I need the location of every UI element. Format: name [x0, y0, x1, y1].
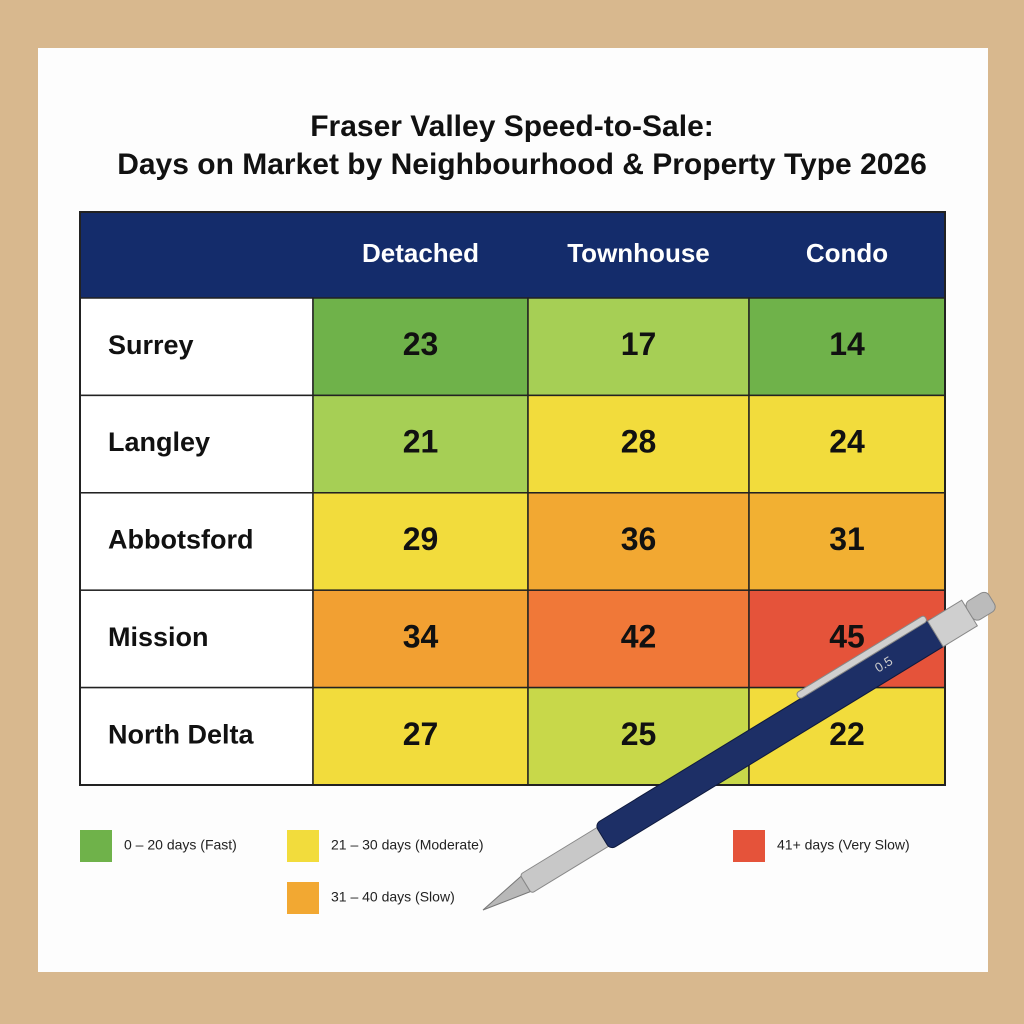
cell-value: 22 — [829, 716, 865, 752]
cell-value: 29 — [403, 521, 439, 557]
cell-value: 14 — [829, 326, 865, 362]
legend-swatch — [733, 830, 765, 862]
column-header: Detached — [362, 238, 479, 268]
cell-value: 27 — [403, 716, 439, 752]
cell-value: 25 — [621, 716, 657, 752]
cell — [312, 492, 529, 591]
cell-value: 24 — [829, 424, 865, 460]
legend-label: 41+ days (Very Slow) — [777, 837, 910, 853]
legend-swatch — [80, 830, 112, 862]
legend-label: 0 – 20 days (Fast) — [124, 837, 237, 853]
cell-value: 31 — [829, 521, 865, 557]
cell-value: 17 — [621, 326, 657, 362]
header-row — [80, 212, 945, 298]
row-label-cell — [79, 394, 314, 494]
table: Detached Townhouse Condo Surrey 23 17 14 Langle… — [79, 211, 946, 786]
cell — [312, 686, 529, 786]
row-label: Surrey — [108, 330, 194, 360]
legend-label: 31 – 40 days (Slow) — [331, 889, 455, 905]
cell — [527, 589, 750, 689]
column-header: Condo — [806, 238, 888, 268]
cell — [748, 297, 946, 397]
cell-value: 21 — [403, 424, 439, 460]
row-label: North Delta — [108, 719, 254, 749]
cell — [748, 394, 946, 494]
cell-value: 42 — [621, 618, 657, 654]
cell — [527, 297, 750, 397]
cell-value: 23 — [403, 326, 439, 362]
row-label: Abbotsford — [108, 525, 253, 555]
title: Days on Market by Neighbourhood & Proper… — [117, 148, 927, 181]
cell-value: 28 — [621, 424, 657, 460]
cell — [312, 297, 529, 397]
table-border — [79, 211, 946, 786]
cell — [312, 589, 529, 689]
row-label: Mission — [108, 622, 209, 652]
cell — [527, 394, 750, 494]
legend-swatch — [287, 830, 319, 862]
cell-value: 36 — [621, 521, 657, 557]
cell — [748, 492, 946, 591]
cell-value: 45 — [829, 618, 865, 654]
legend: 0 – 20 days (Fast) 21 – 30 days (Moderate… — [80, 830, 910, 914]
cell — [312, 394, 529, 494]
legend-swatch — [287, 882, 319, 914]
pen: 0.5 — [482, 591, 996, 911]
legend-label: 21 – 30 days (Moderate) — [331, 837, 484, 853]
row-label-cell — [79, 686, 314, 786]
column-header: Townhouse — [567, 238, 710, 268]
title: Fraser Valley Speed-to-Sale: — [310, 110, 714, 143]
cell-value: 34 — [403, 618, 439, 654]
row-label: Langley — [108, 427, 210, 457]
row-label-cell — [79, 589, 314, 689]
